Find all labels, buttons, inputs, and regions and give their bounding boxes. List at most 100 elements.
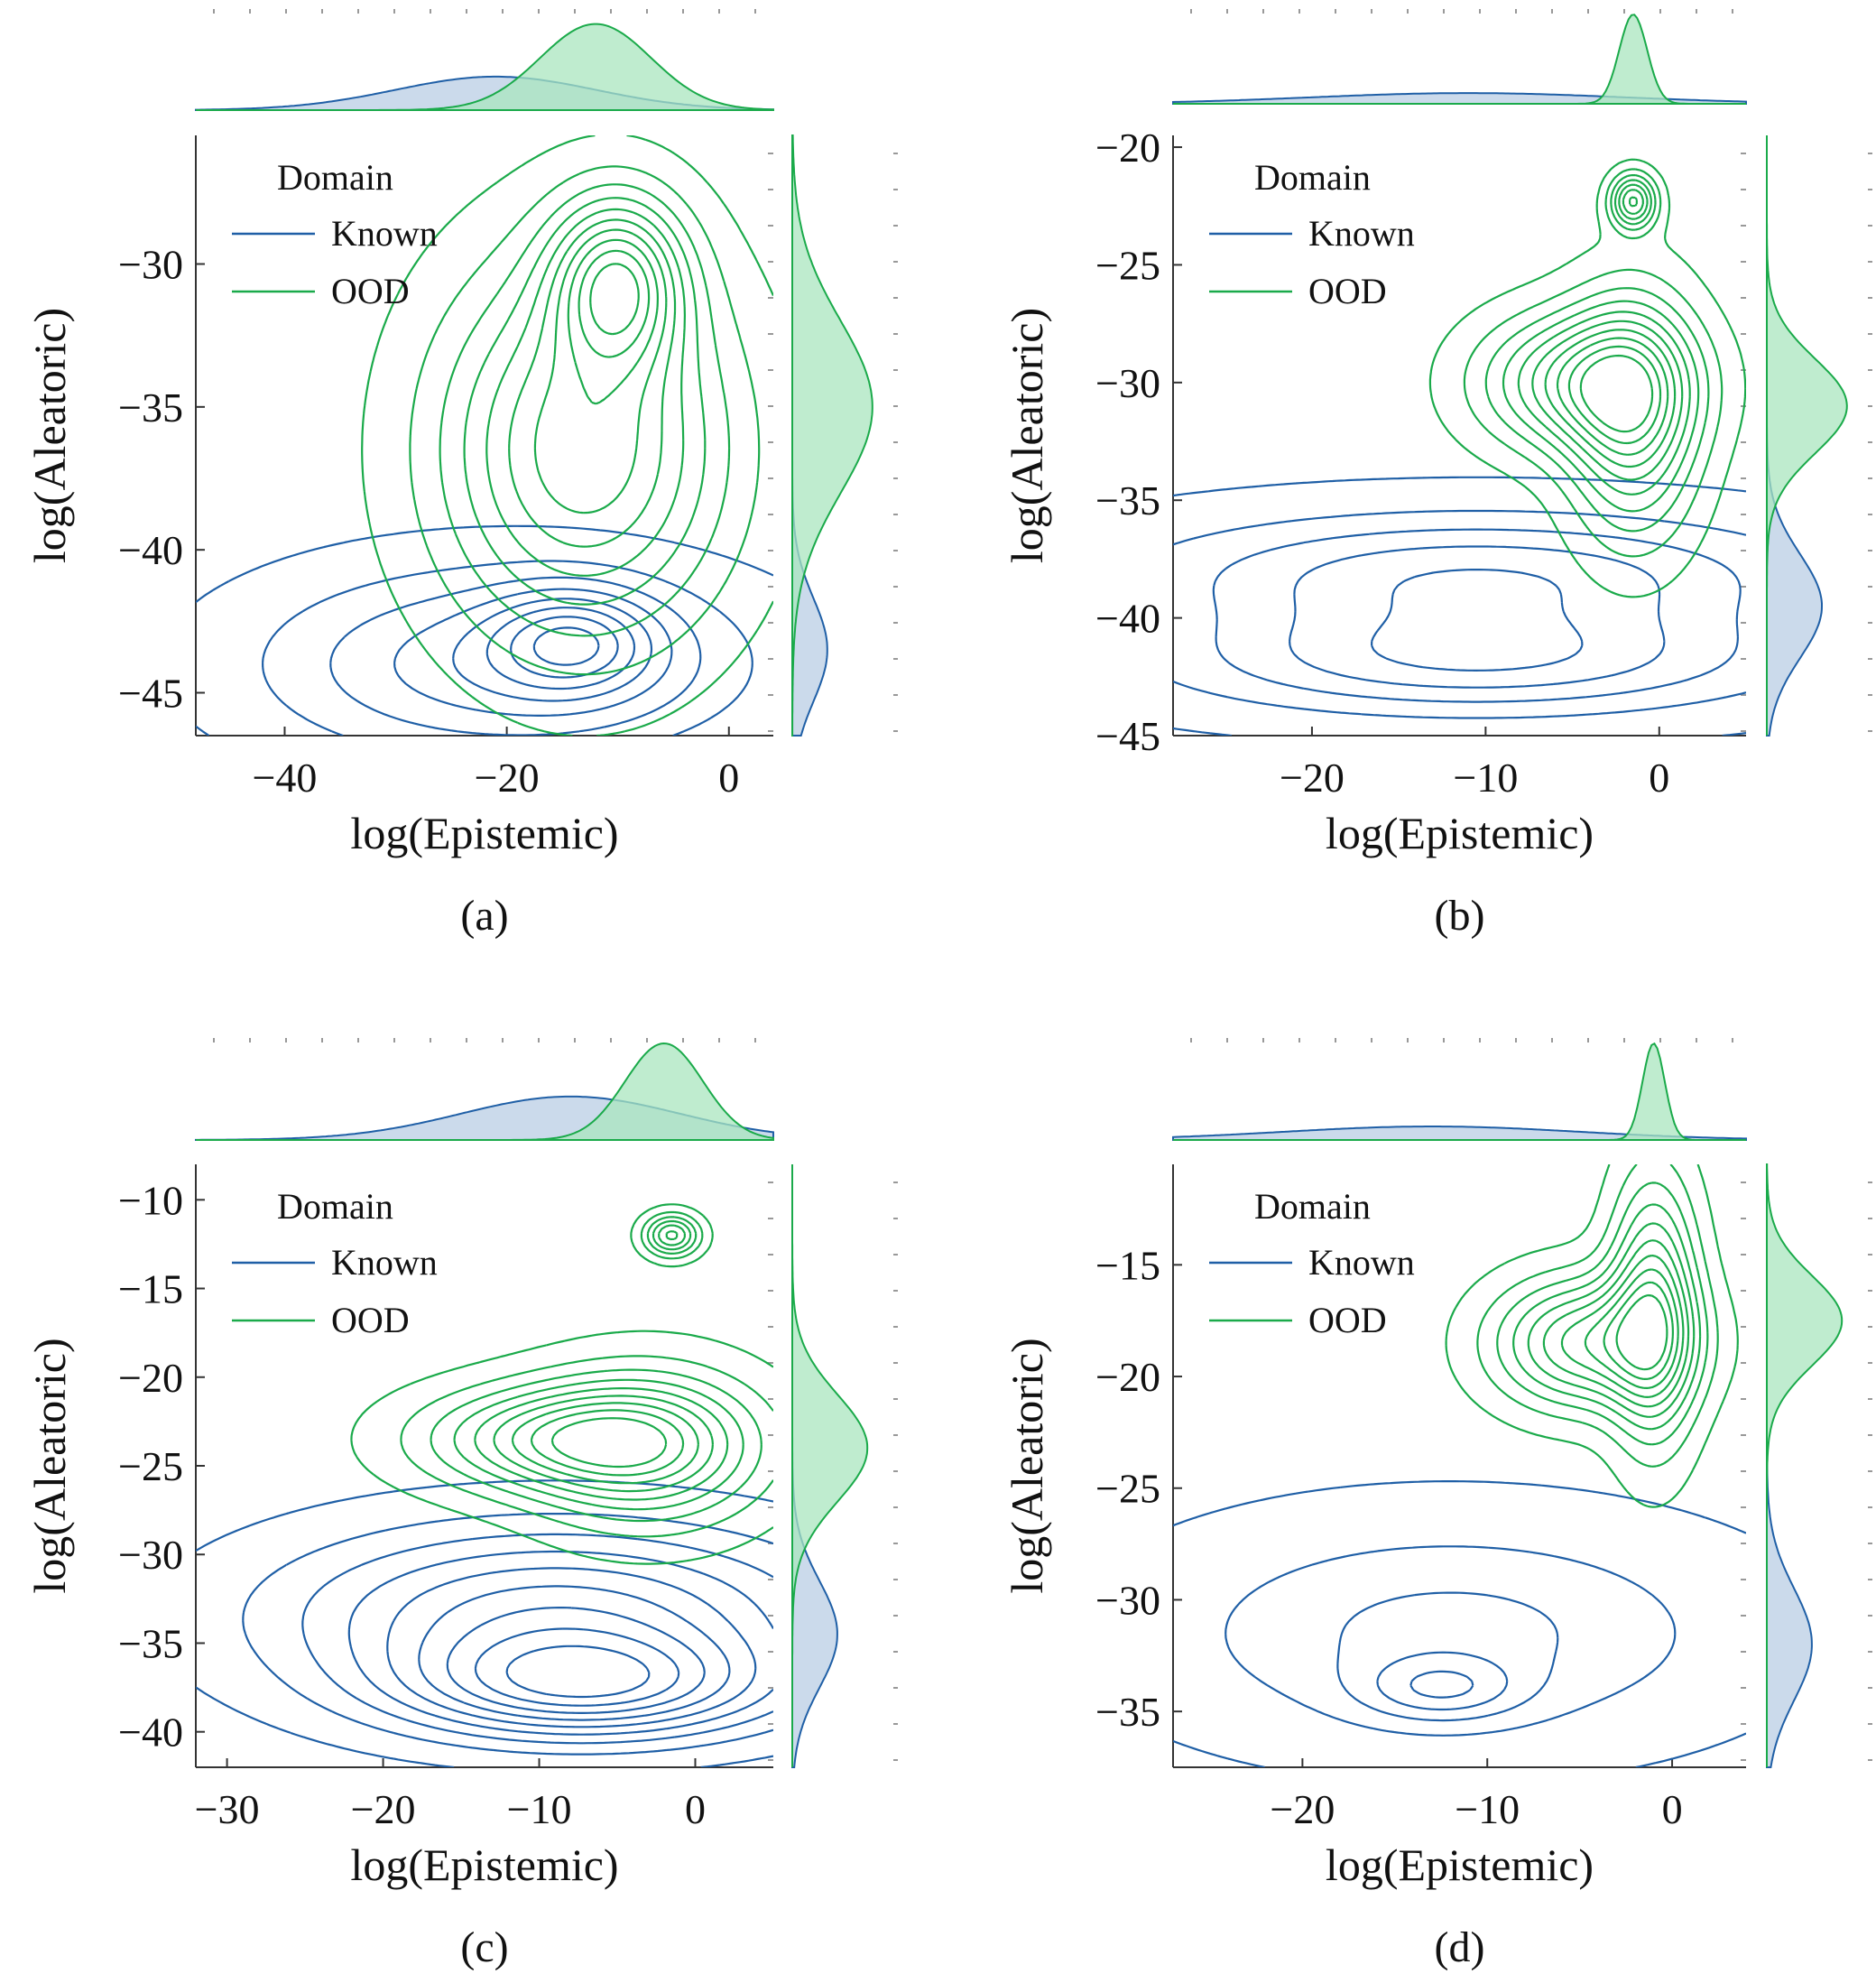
legend-item-ood: OOD [1308, 1300, 1387, 1340]
contour-known [242, 1513, 773, 1756]
legend: Domain Known OOD [232, 157, 438, 311]
contour-known [1376, 1651, 1509, 1711]
y-tick-label: −25 [118, 1443, 183, 1489]
x-tick-label: 0 [685, 1786, 706, 1832]
x-axis-label: log(Epistemic) [1326, 1839, 1594, 1890]
marginal-x-ood [196, 23, 774, 111]
x-axis-label: log(Epistemic) [350, 1839, 618, 1890]
panel-b: −20 −10 0 −45 −40 −35 −30 −25 −20 log(Epistemic) l… [1002, 9, 1872, 940]
contour-known [452, 598, 653, 702]
panel-caption: (a) [460, 892, 508, 940]
contour-ood [589, 263, 640, 336]
contour-ood [1531, 189, 1684, 481]
contour-known [1212, 528, 1742, 703]
y-axis-label: log(Aleatoric) [24, 1338, 75, 1593]
y-tick-label: −25 [1095, 242, 1160, 288]
contour-known [1289, 545, 1666, 689]
y-tick-label: −20 [1095, 125, 1160, 171]
contour-ood [578, 249, 651, 358]
panel-c: −30 −20 −10 0 −40 −35 −30 −25 −20 −15 −10 log(Epist… [24, 1038, 898, 1971]
y-tick-label: −20 [1095, 1354, 1160, 1400]
y-tick-label: −35 [118, 385, 183, 431]
marginal-x-ood [196, 1042, 774, 1141]
x-axis-label: log(Epistemic) [1326, 808, 1594, 858]
y-tick-label: −35 [1095, 477, 1160, 524]
contour-ood [533, 228, 668, 514]
legend: Domain Known OOD [1209, 1186, 1415, 1340]
y-tick-label: −30 [1095, 1577, 1160, 1623]
y-tick-label: −25 [1095, 1466, 1160, 1512]
panel-a: −40 −20 0 −45 −40 −35 −30 log(Epistemic) log(Ale… [24, 9, 898, 940]
marginal-x-ood [1173, 1042, 1746, 1141]
y-tick-label: −40 [118, 527, 183, 573]
x-tick-label: 0 [1662, 1786, 1683, 1832]
contour-ood [1517, 183, 1691, 496]
contour-known [196, 524, 773, 736]
contour-known [505, 1645, 651, 1699]
contour-ood [463, 197, 707, 606]
contour-ood [567, 238, 659, 405]
contour-known [532, 626, 600, 666]
contour-ood [1512, 1203, 1702, 1431]
panel-caption: (b) [1435, 892, 1485, 940]
contour-ood [350, 1203, 773, 1565]
contour-known [510, 616, 619, 679]
legend-item-known: Known [331, 213, 438, 254]
contour-known [418, 1585, 731, 1721]
legend-item-known: Known [1308, 1242, 1415, 1283]
y-tick-label: −15 [118, 1266, 183, 1312]
marginal-y-ood [791, 134, 873, 737]
contour-ood [1502, 179, 1700, 513]
y-tick-label: −40 [1095, 596, 1160, 642]
contour-ood [1542, 1239, 1690, 1408]
y-tick-label: −30 [1095, 360, 1160, 406]
x-tick-label: −30 [195, 1786, 260, 1832]
legend-title: Domain [1254, 1186, 1371, 1227]
x-tick-label: −10 [1453, 755, 1518, 801]
panel-d: −20 −10 0 −35 −30 −25 −20 −15 log(Epistemic) log(… [1002, 1038, 1872, 1971]
x-tick-label: −10 [507, 1786, 572, 1832]
y-tick-label: −45 [118, 671, 183, 717]
contour-ood [1476, 1164, 1719, 1468]
contour-ood [1428, 158, 1746, 598]
contour-ood [474, 1224, 729, 1501]
contour-ood [400, 1210, 773, 1538]
contour-ood [1584, 1268, 1679, 1389]
y-tick-label: −35 [118, 1620, 183, 1666]
y-axis-label: log(Aleatoric) [1002, 308, 1052, 563]
contour-ood [409, 165, 761, 676]
contour-known [474, 1627, 680, 1707]
contour-ood [430, 1216, 762, 1523]
marginal-y-ood [791, 1164, 869, 1767]
marginal-x-ood [1173, 14, 1746, 105]
y-tick-label: −35 [1095, 1689, 1160, 1735]
y-tick-label: −10 [118, 1177, 183, 1223]
panel-caption: (c) [460, 1923, 508, 1971]
legend-item-ood: OOD [331, 271, 410, 311]
contour-known [1336, 1591, 1559, 1722]
contour-ood [1445, 1164, 1739, 1508]
legend: Domain Known OOD [1209, 157, 1415, 311]
contour-known [1173, 476, 1746, 736]
panel-caption: (d) [1435, 1923, 1485, 1971]
legend-item-known: Known [1308, 213, 1415, 254]
x-tick-label: −10 [1455, 1786, 1520, 1832]
marginal-y-ood [1766, 1163, 1844, 1767]
legend-item-ood: OOD [331, 1300, 410, 1340]
y-tick-label: −15 [1095, 1242, 1160, 1288]
contour-known [329, 576, 702, 736]
x-tick-label: −20 [351, 1786, 416, 1832]
contour-ood [1544, 196, 1677, 468]
contour-known [1224, 1545, 1677, 1737]
contour-ood [1560, 1254, 1685, 1398]
contour-ood [1567, 345, 1662, 445]
contour-ood [453, 1219, 744, 1511]
contour-ood [1527, 1222, 1696, 1418]
x-tick-label: 0 [718, 755, 739, 801]
contour-known [386, 1567, 757, 1728]
contour-ood [1556, 337, 1669, 456]
contour-known [262, 560, 753, 736]
contour-ood [439, 183, 731, 637]
contour-ood [511, 1402, 699, 1485]
x-tick-label: −40 [252, 755, 317, 801]
